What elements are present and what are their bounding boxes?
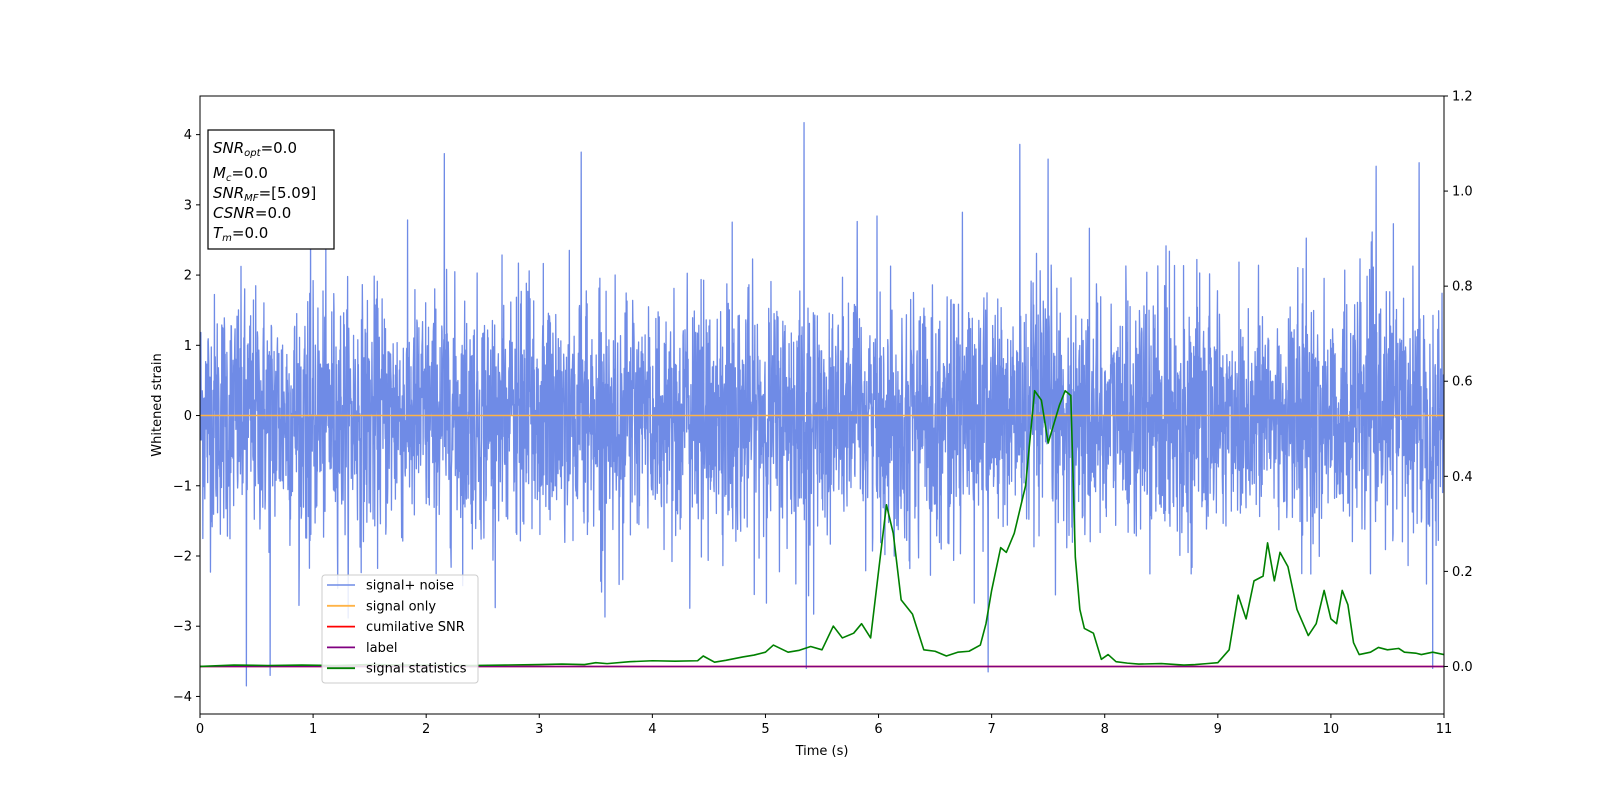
- legend-frame: [321, 574, 479, 684]
- x-tick-label: 5: [761, 722, 769, 737]
- y-right-tick-label: 0.0: [1452, 660, 1473, 675]
- y-left-tick-label: 2: [184, 269, 192, 284]
- y-left-tick-label: −4: [173, 690, 192, 705]
- y-right-tick-label: 0.8: [1452, 280, 1473, 295]
- y-axis-label: Whitened strain: [150, 353, 165, 456]
- legend-label-signal-noise: signal+ noise: [366, 579, 454, 594]
- legend-label-signal-only: signal only: [366, 599, 436, 614]
- x-tick-label: 11: [1436, 722, 1453, 737]
- x-tick-label: 10: [1323, 722, 1340, 737]
- x-tick-label: 3: [535, 722, 543, 737]
- y-left-tick-label: −1: [173, 479, 192, 494]
- y-right-tick-label: 0.2: [1452, 565, 1473, 580]
- annotation-line: CSNR=0.0: [213, 204, 291, 222]
- x-tick-label: 1: [309, 722, 317, 737]
- y-left-tick-label: 4: [184, 128, 192, 143]
- axis-ticks: 0 1 2 3 4 5 6 7 8 9 10 11 −4 −3 −2 −1 0 1 2 3 4 0.0 0.2 0.4 0.6 0…: [173, 90, 1473, 738]
- y-right-tick-label: 0.6: [1452, 375, 1473, 390]
- plot-frame: [199, 95, 1445, 715]
- x-tick-label: 9: [1214, 722, 1222, 737]
- x-tick-label: 0: [196, 722, 204, 737]
- y-left-tick-label: −3: [173, 620, 192, 635]
- x-tick-label: 4: [648, 722, 656, 737]
- y-left-tick-label: 0: [184, 409, 192, 424]
- series-signal-statistics: [200, 389, 1444, 668]
- y-right-tick-label: 1.2: [1452, 90, 1473, 105]
- annotation-line: Mc=0.0: [213, 164, 268, 184]
- x-tick-label: 6: [874, 722, 882, 737]
- x-axis-label: Time (s): [795, 744, 849, 759]
- x-tick-label: 8: [1101, 722, 1109, 737]
- y-left-tick-label: −2: [173, 549, 192, 564]
- y-right-tick-label: 0.4: [1452, 470, 1473, 485]
- legend-label-signal-statistics: signal statistics: [366, 662, 467, 677]
- x-tick-label: 2: [422, 722, 430, 737]
- annotation-line: Tm=0.0: [213, 224, 268, 244]
- legend-label-label: label: [366, 641, 397, 656]
- series-signal-noise: [200, 122, 1444, 687]
- legend-label-cumilative-snr: cumilative SNR: [366, 620, 465, 635]
- annotation-line: SNRMF=[5.09]: [213, 184, 316, 204]
- annotation-line: SNRopt=0.0: [213, 139, 297, 159]
- y-left-tick-label: 3: [184, 198, 192, 213]
- legend: signal+ noise signal only cumilative SNR la…: [321, 574, 479, 684]
- y-right-tick-label: 1.0: [1452, 185, 1473, 200]
- y-left-tick-label: 1: [184, 339, 192, 354]
- x-tick-label: 7: [987, 722, 995, 737]
